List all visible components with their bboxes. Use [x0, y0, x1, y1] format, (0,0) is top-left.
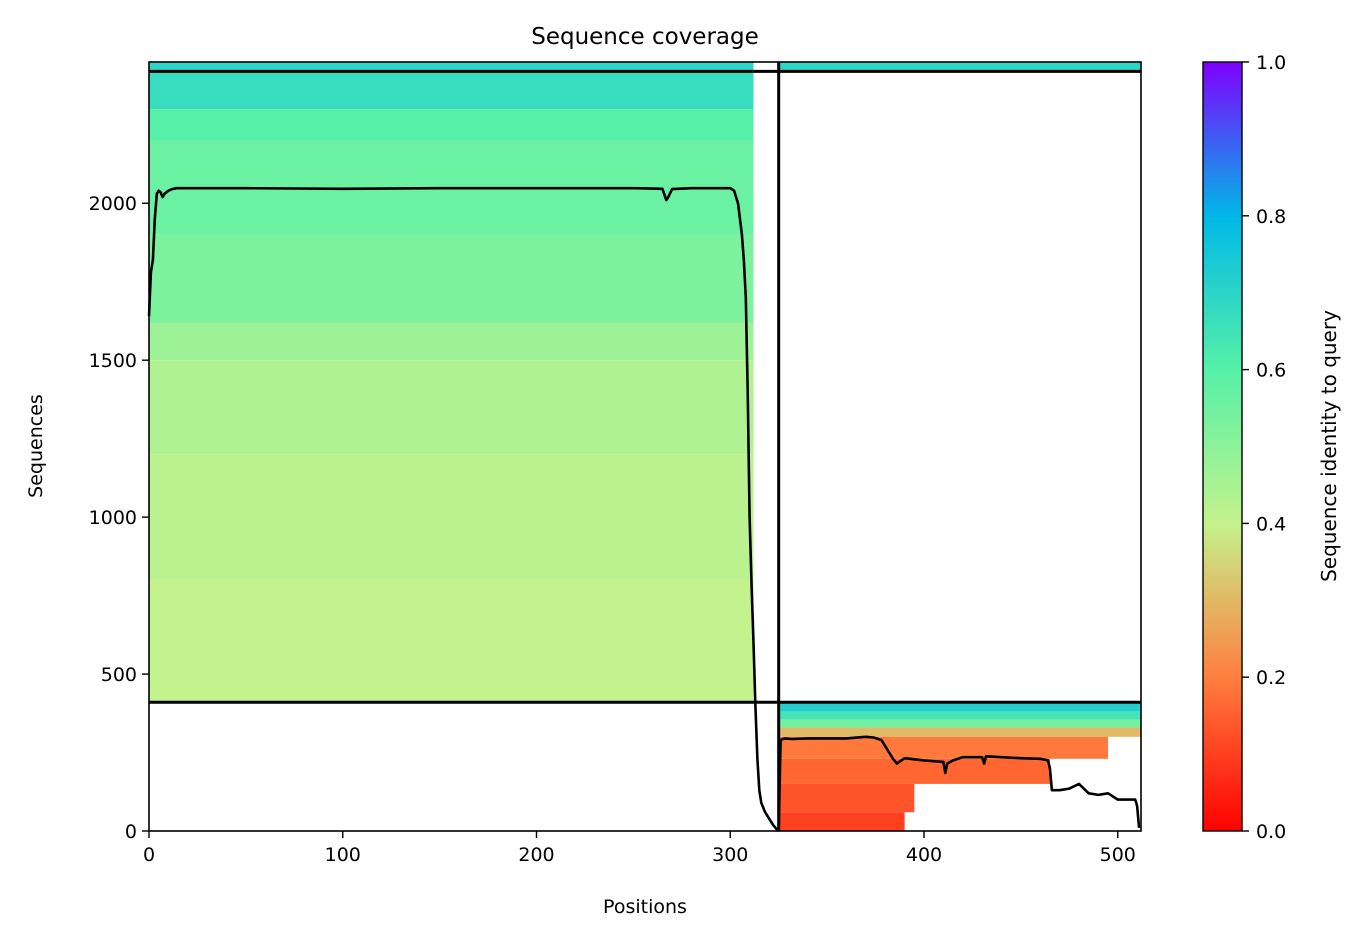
coverage-band [778, 62, 1141, 72]
coverage-band [149, 234, 754, 323]
coverage-band [149, 109, 754, 141]
y-tick-label: 1000 [89, 507, 137, 529]
colorbar-tick-label: 0.6 [1256, 360, 1286, 382]
x-axis: 0 100 200 300 400 500 [143, 831, 1136, 866]
x-tick-label: 100 [325, 844, 361, 866]
coverage-band [149, 322, 754, 361]
colorbar-tick-label: 0.4 [1256, 513, 1286, 535]
coverage-band [778, 702, 1141, 712]
y-axis-label: Sequences [25, 394, 47, 498]
block-right-top-strip [778, 62, 1141, 72]
colorbar-label: Sequence identity to query [1317, 310, 1341, 582]
y-tick-label: 2000 [89, 193, 137, 215]
coverage-band [149, 360, 754, 455]
coverage-band [149, 454, 754, 580]
coverage-band [778, 711, 1141, 720]
coverage-band [778, 812, 905, 831]
x-tick-label: 0 [143, 844, 155, 866]
colorbar-tick-label: 0.0 [1256, 821, 1286, 843]
coverage-band [778, 727, 1141, 737]
coverage-band [149, 71, 754, 110]
coverage-band [778, 736, 1109, 759]
x-tick-label: 400 [906, 844, 942, 866]
colorbar-tick-label: 0.2 [1256, 667, 1286, 689]
y-tick-label: 0 [125, 821, 137, 843]
coverage-band [149, 62, 754, 72]
y-tick-label: 1500 [89, 350, 137, 372]
coverage-band [778, 783, 915, 813]
x-tick-label: 500 [1100, 844, 1136, 866]
coverage-band [778, 758, 1050, 784]
colorbar-tick-label: 1.0 [1256, 52, 1286, 74]
block-left-main [149, 71, 754, 703]
coverage-band [149, 579, 754, 703]
x-tick-label: 200 [518, 844, 554, 866]
chart-title: Sequence coverage [531, 24, 759, 50]
block-right-main [778, 702, 1141, 831]
plot-frame [148, 61, 1142, 832]
block-left-top-strip [149, 62, 754, 72]
colorbar-tick-label: 0.8 [1256, 206, 1286, 228]
coverage-line [147, 186, 1141, 832]
x-tick-label: 300 [712, 844, 748, 866]
y-axis: 0 500 1000 1500 2000 [89, 193, 149, 843]
colorbar-gradient [1202, 61, 1243, 832]
x-axis-label: Positions [603, 896, 687, 918]
coverage-band [778, 719, 1141, 728]
plot-area [147, 61, 1142, 832]
colorbar: 0.0 0.2 0.4 0.6 0.8 1.0 [1202, 52, 1286, 843]
y-tick-label: 500 [101, 664, 137, 686]
